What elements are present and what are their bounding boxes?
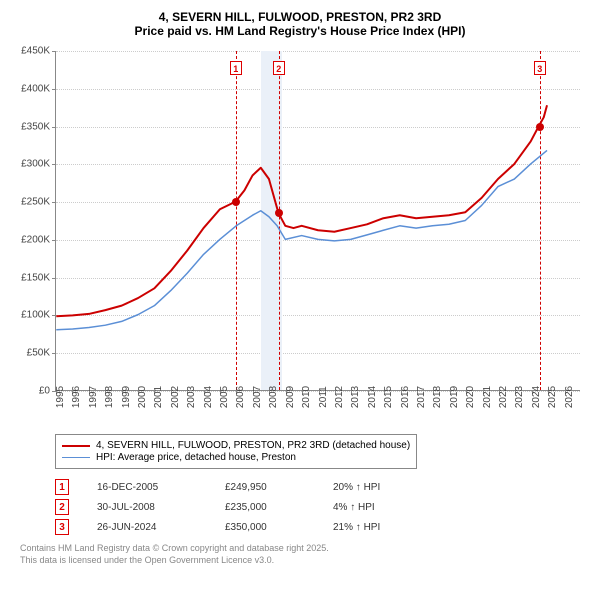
event-point [275,209,283,217]
y-tick-label: £50K [10,348,50,359]
series-price_paid [56,105,547,316]
legend-label: HPI: Average price, detached house, Pres… [96,452,296,463]
series-svg [56,51,580,390]
events-table: 1 16-DEC-2005 £249,950 20% ↑ HPI 2 30-JUL-200… [55,479,590,535]
event-point [536,123,544,131]
y-tick-label: £300K [10,159,50,170]
event-row: 2 30-JUL-2008 £235,000 4% ↑ HPI [55,499,590,515]
event-row: 1 16-DEC-2005 £249,950 20% ↑ HPI [55,479,590,495]
event-point [232,198,240,206]
y-tick-label: £200K [10,234,50,245]
event-num-box: 2 [55,499,69,515]
y-tick-label: £250K [10,197,50,208]
event-date: 26-JUN-2024 [97,522,197,533]
event-price: £235,000 [225,502,305,513]
footnote: Contains HM Land Registry data © Crown c… [20,543,590,566]
event-price: £249,950 [225,482,305,493]
event-date: 30-JUL-2008 [97,502,197,513]
event-num-box: 1 [55,479,69,495]
x-tick-label: 2026 [564,386,595,408]
y-tick-label: £450K [10,46,50,57]
title-line-2: Price paid vs. HM Land Registry's House … [10,24,590,38]
legend-swatch [62,445,90,447]
event-date: 16-DEC-2005 [97,482,197,493]
y-tick-label: £150K [10,272,50,283]
event-row: 3 26-JUN-2024 £350,000 21% ↑ HPI [55,519,590,535]
title-line-1: 4, SEVERN HILL, FULWOOD, PRESTON, PR2 3R… [10,10,590,24]
legend-row: HPI: Average price, detached house, Pres… [62,452,410,463]
plot-region: 123 [55,51,580,391]
legend-row: 4, SEVERN HILL, FULWOOD, PRESTON, PR2 3R… [62,440,410,451]
legend-label: 4, SEVERN HILL, FULWOOD, PRESTON, PR2 3R… [96,440,410,451]
event-diff: 4% ↑ HPI [333,502,423,513]
legend: 4, SEVERN HILL, FULWOOD, PRESTON, PR2 3R… [55,434,417,469]
chart-title: 4, SEVERN HILL, FULWOOD, PRESTON, PR2 3R… [10,10,590,38]
chart-area: 123 £0 £50K £100K £150K £200K £250K £300K £350K… [10,46,590,426]
event-price: £350,000 [225,522,305,533]
y-tick-label: £400K [10,83,50,94]
event-diff: 20% ↑ HPI [333,482,423,493]
legend-swatch [62,457,90,458]
event-num-box: 3 [55,519,69,535]
footnote-line-2: This data is licensed under the Open Gov… [20,555,590,567]
y-tick-label: £350K [10,121,50,132]
y-tick-label: £0 [10,386,50,397]
event-diff: 21% ↑ HPI [333,522,423,533]
footnote-line-1: Contains HM Land Registry data © Crown c… [20,543,590,555]
y-tick-label: £100K [10,310,50,321]
